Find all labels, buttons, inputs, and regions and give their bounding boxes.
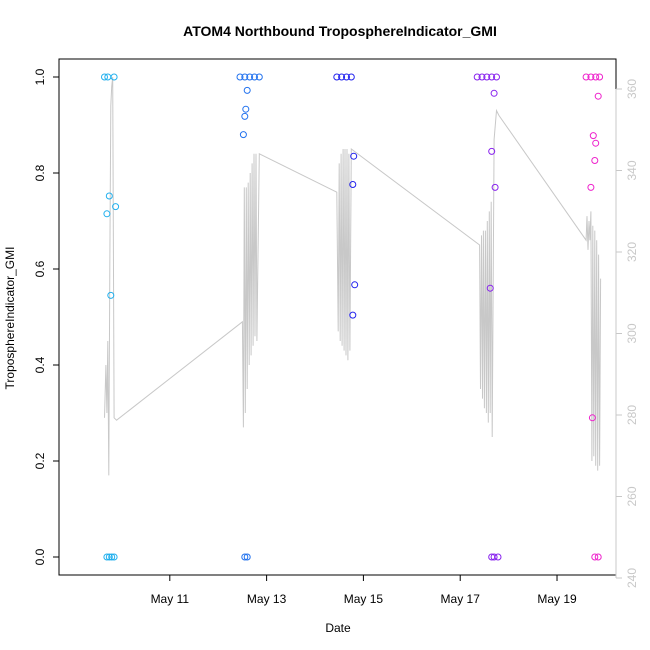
scatter-point [242,105,250,113]
chart-title: ATOM4 Northbound TroposphereIndicator_GM… [183,23,497,39]
x-tick-label: May 17 [441,592,481,606]
line-series-layer [104,76,602,476]
scatter-point [246,73,254,81]
scatter-series-1 [101,73,120,561]
scatter-point [241,553,249,561]
scatter-point [236,73,244,81]
scatter-point [105,192,113,200]
scatter-point [591,157,599,164]
y-axis: 0.0 0.2 0.4 0.6 0.8 1.0 [33,68,59,565]
y2-tick-label: 360 [625,79,639,99]
scatter-point [343,73,350,81]
y2-axis: 240 260 280 300 320 340 360 [615,79,639,588]
scatter-point [107,291,115,299]
scatter-point [478,73,486,81]
scatter-point [592,139,600,147]
scatter-point [483,73,491,81]
y-tick-label: 0.6 [33,260,47,277]
scatter-point [338,73,346,81]
y2-tick-label: 240 [625,568,639,588]
y-tick-label: 1.0 [33,68,47,85]
scatter-point [108,553,116,561]
scatter-point [112,203,120,211]
scatter-point [591,553,599,561]
scatter-point [493,73,500,81]
scatter-point [101,73,108,81]
scatter-point [251,73,258,81]
scatter-point [241,112,249,120]
scatter-point [587,183,595,191]
x-tick-label: May 11 [151,592,190,606]
scatter-point [243,86,251,94]
scatter-point [105,553,113,561]
scatter-point [110,73,118,81]
scatter-point [350,152,358,160]
scatter-point [490,553,498,561]
y-tick-label: 0.0 [33,548,47,565]
scatter-point [596,73,604,81]
y2-tick-label: 280 [625,405,639,425]
x-tick-label: May 15 [344,592,384,606]
x-axis-label: Date [325,621,351,635]
scatter-point [488,147,496,155]
scatter-point [592,73,600,81]
scatter-series-4 [473,73,502,561]
scatter-series-2 [236,73,263,561]
scatter-point [488,73,496,81]
scatter-point [486,284,494,292]
scatter-point [490,89,498,97]
x-axis: May 11 May 13 May 15 May 17 May 19 [151,575,577,606]
y-tick-label: 0.2 [33,452,47,469]
scatter-series-3 [333,73,359,319]
x-tick-label: May 19 [537,592,577,606]
scatter-point [494,553,502,561]
y-tick-label: 0.4 [33,356,47,373]
y2-tick-label: 300 [625,323,639,343]
y-axis-label: TroposphereIndicator_GMI [3,247,17,390]
scatter-series-5 [582,73,604,561]
scatter-point [588,414,596,422]
scatter-point [589,132,597,140]
line-series [104,76,602,476]
scatter-layer [101,73,604,561]
scatter-point [255,73,263,81]
scatter-point [241,73,249,81]
scatter-point [239,131,247,139]
scatter-point [582,73,590,81]
scatter-point [103,210,111,218]
scatter-point [333,73,341,81]
scatter-point [243,553,251,561]
x-tick-label: May 13 [247,592,287,606]
y2-tick-label: 340 [625,160,639,180]
scatter-point [347,73,355,81]
scatter-point [349,181,357,188]
scatter-point [594,553,602,561]
scatter-point [103,553,111,561]
scatter-point [594,92,602,100]
scatter-point [491,183,499,191]
y2-tick-label: 260 [625,486,639,506]
scatter-point [351,281,359,289]
scatter-point [349,311,357,319]
scatter-point [110,553,118,561]
scatter-point [587,73,595,81]
y2-tick-label: 320 [625,242,639,262]
y-tick-label: 0.8 [33,164,47,181]
scatter-point [473,73,481,81]
